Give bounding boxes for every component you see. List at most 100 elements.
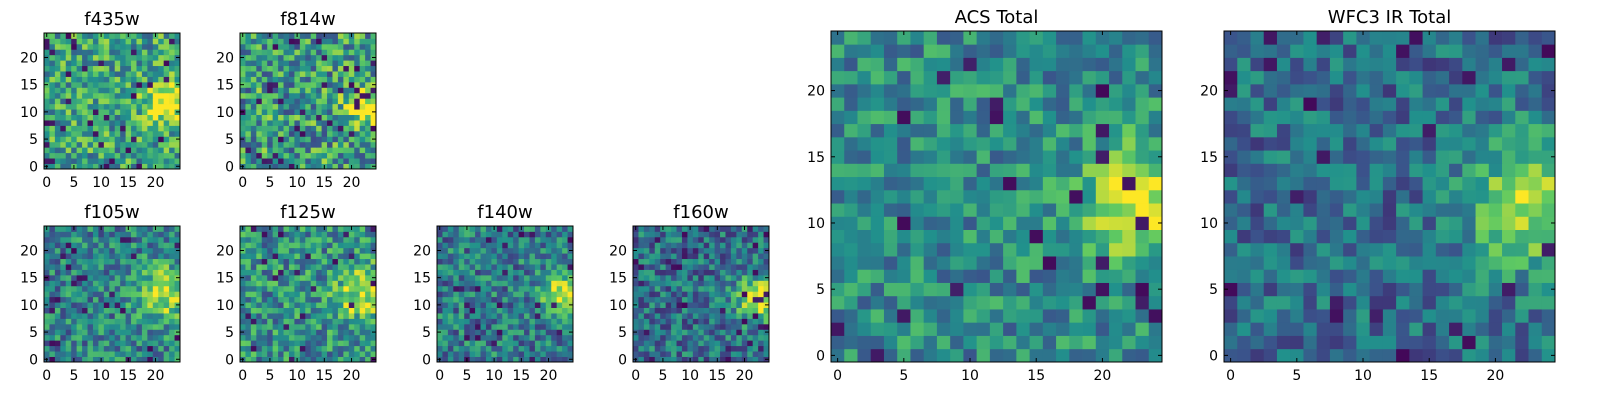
- heatmap-cell: [120, 76, 126, 83]
- heatmap-cell: [169, 356, 175, 363]
- heatmap-cell: [76, 120, 83, 126]
- heatmap-cell: [491, 334, 498, 341]
- heatmap-cell: [44, 340, 50, 347]
- heatmap-cell: [1382, 256, 1397, 270]
- heatmap-cell: [49, 340, 56, 347]
- heatmap-cell: [92, 60, 99, 67]
- heatmap-cell: [147, 136, 154, 143]
- heatmap-cell: [763, 291, 770, 298]
- heatmap-cell: [163, 120, 170, 126]
- heatmap-cell: [152, 114, 159, 121]
- heatmap-cell: [321, 71, 328, 77]
- heatmap-cell: [654, 340, 661, 347]
- heatmap-cell: [261, 345, 268, 352]
- heatmap-cell: [327, 125, 333, 132]
- heatmap-cell: [1042, 97, 1057, 111]
- heatmap-cell: [1095, 123, 1110, 138]
- heatmap-cell: [633, 269, 639, 276]
- heatmap-cell: [1082, 282, 1097, 297]
- heatmap-cell: [638, 318, 645, 325]
- heatmap-cell: [469, 264, 476, 270]
- heatmap-cell: [714, 236, 721, 243]
- heatmap-cell: [71, 258, 78, 265]
- heatmap-cell: [643, 247, 650, 254]
- heatmap-cell: [660, 296, 667, 303]
- heatmap-cell: [114, 291, 121, 298]
- heatmap-cell: [76, 163, 83, 170]
- heatmap-cell: [529, 313, 536, 319]
- heatmap-cell: [65, 253, 72, 260]
- heatmap-cell: [109, 125, 116, 132]
- heatmap-cell: [687, 285, 694, 292]
- heatmap-cell: [883, 256, 898, 270]
- heatmap-cell: [1276, 269, 1291, 283]
- heatmap-cell: [327, 38, 333, 45]
- heatmap-cell: [60, 242, 67, 249]
- heatmap-cell: [562, 291, 568, 298]
- y-tick-label: 20: [807, 84, 825, 100]
- heatmap-cell: [676, 253, 683, 260]
- heatmap-cell: [267, 103, 274, 110]
- heatmap-cell: [354, 163, 361, 170]
- heatmap-cell: [316, 130, 322, 137]
- heatmap-cell: [49, 81, 56, 88]
- heatmap-cell: [120, 158, 126, 164]
- heatmap-cell: [681, 302, 688, 308]
- heatmap-cell: [1303, 269, 1318, 283]
- heatmap-cell: [741, 247, 748, 254]
- heatmap-cell: [359, 49, 366, 56]
- heatmap-cell: [316, 264, 322, 270]
- heatmap-cell: [354, 65, 361, 72]
- heatmap-cell: [87, 302, 94, 308]
- heatmap-cell: [365, 280, 371, 287]
- heatmap-cell: [141, 247, 148, 254]
- heatmap-cell: [1449, 322, 1463, 336]
- heatmap-cell: [174, 60, 181, 67]
- heatmap-cell: [485, 253, 492, 260]
- heatmap-cell: [1356, 322, 1371, 336]
- heatmap-cell: [1056, 256, 1070, 270]
- heatmap-cell: [343, 340, 350, 347]
- heatmap-cell: [458, 291, 465, 298]
- heatmap-cell: [60, 247, 67, 254]
- heatmap-cell: [681, 329, 688, 336]
- heatmap-cell: [1148, 322, 1163, 336]
- heatmap-cell: [720, 258, 726, 265]
- heatmap-cell: [643, 356, 650, 363]
- heatmap-cell: [327, 65, 333, 72]
- heatmap-cell: [1528, 335, 1543, 350]
- heatmap-cell: [316, 43, 322, 50]
- heatmap-cell: [1003, 176, 1017, 191]
- heatmap-cell: [1095, 110, 1110, 125]
- heatmap-cell: [337, 340, 344, 347]
- heatmap-cell: [442, 236, 449, 243]
- heatmap-cell: [283, 158, 290, 164]
- heatmap-cell: [747, 307, 754, 314]
- heatmap-cell: [310, 334, 317, 341]
- heatmap-cell: [103, 163, 110, 170]
- heatmap-cell: [437, 340, 443, 347]
- heatmap-cell: [71, 291, 78, 298]
- heatmap-cell: [359, 103, 366, 110]
- heatmap-cell: [332, 242, 339, 249]
- heatmap-cell: [370, 120, 377, 126]
- heatmap-cell: [447, 231, 454, 238]
- heatmap-cell: [49, 163, 56, 170]
- heatmap-cell: [348, 351, 355, 357]
- heatmap-cell: [831, 163, 845, 178]
- heatmap-cell: [250, 296, 257, 303]
- heatmap-cell: [272, 302, 279, 308]
- heatmap-cell: [321, 130, 328, 137]
- heatmap-cell: [633, 345, 639, 352]
- heatmap-cell: [475, 356, 481, 363]
- heatmap-cell: [923, 348, 938, 363]
- heatmap-cell: [310, 54, 317, 61]
- heatmap-cell: [698, 247, 705, 254]
- heatmap-cell: [1528, 309, 1543, 323]
- heatmap-cell: [49, 103, 56, 110]
- heatmap-cell: [65, 274, 72, 281]
- heatmap-cell: [354, 334, 361, 341]
- x-tick-label: 10: [961, 368, 979, 384]
- heatmap-cell: [763, 269, 770, 276]
- heatmap-cell: [250, 49, 257, 56]
